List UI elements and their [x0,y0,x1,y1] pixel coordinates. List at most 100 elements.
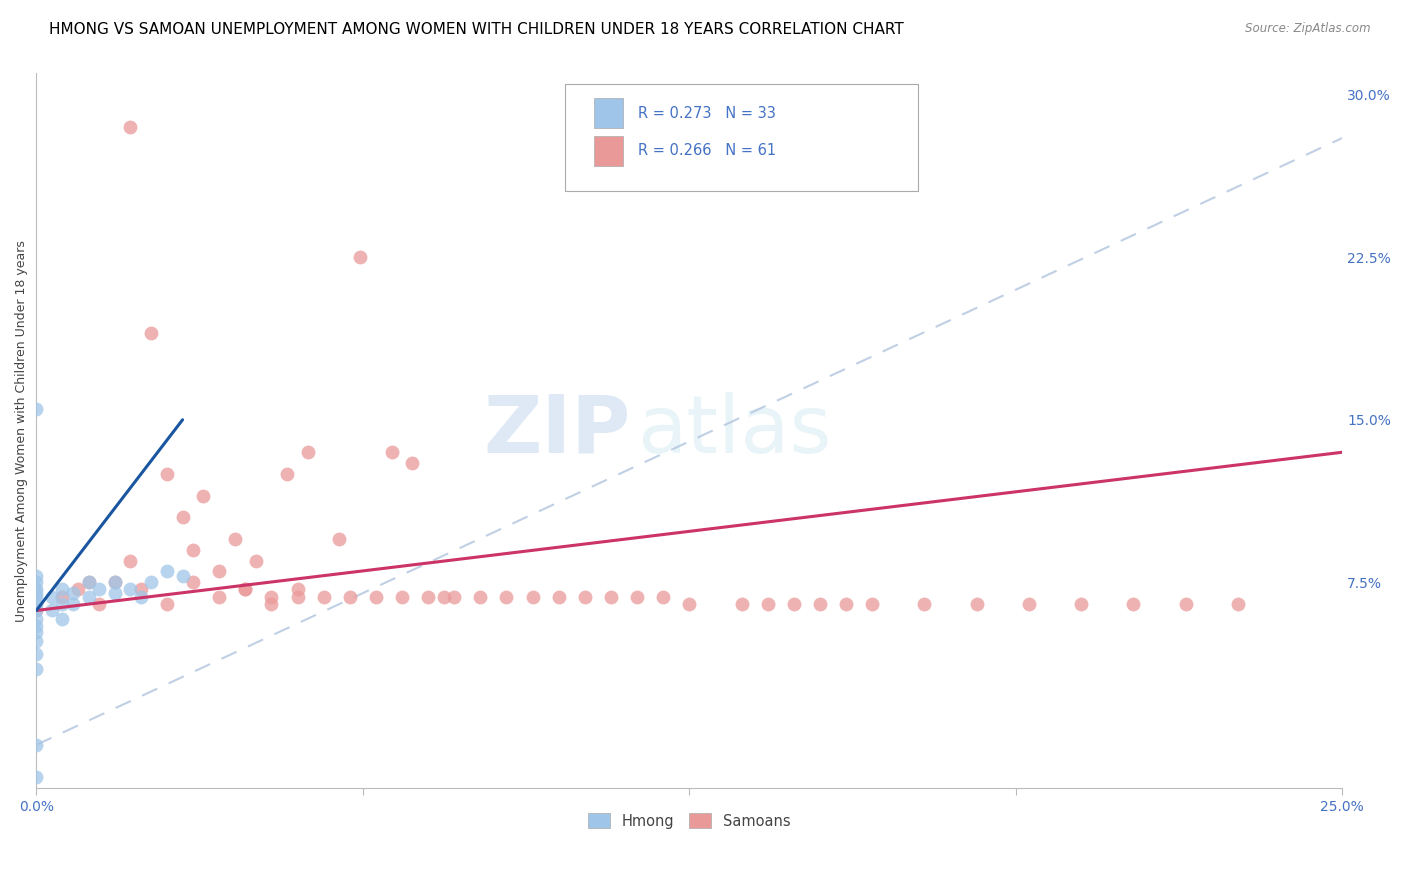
Point [25,582,48,596]
Point [574,591,596,605]
Point [104,586,127,600]
FancyBboxPatch shape [593,136,623,166]
Point [51,597,73,611]
Point [25,586,48,600]
Point [129,582,152,596]
Point [141,575,163,590]
Point [1070,597,1092,611]
Point [391,591,413,605]
Text: HMONG VS SAMOAN UNEMPLOYMENT AMONG WOMEN WITH CHILDREN UNDER 18 YEARS CORRELATIO: HMONG VS SAMOAN UNEMPLOYMENT AMONG WOMEN… [49,22,904,37]
Point [25,591,48,605]
Point [87,582,110,596]
Point [104,575,127,590]
Point [104,575,127,590]
Point [87,597,110,611]
Text: ZIP: ZIP [484,392,630,469]
Point [860,597,883,611]
Point [51,591,73,605]
FancyBboxPatch shape [593,98,623,128]
Point [276,467,298,481]
Point [966,597,988,611]
Point [25,569,48,583]
Point [416,591,439,605]
Point [1018,597,1040,611]
Point [25,401,48,416]
Point [260,591,283,605]
Point [25,662,48,676]
Point [208,565,231,579]
Point [41,603,63,617]
Point [364,591,387,605]
Point [25,738,48,752]
Point [443,591,465,605]
Text: R = 0.266   N = 61: R = 0.266 N = 61 [638,144,776,159]
Point [380,445,402,459]
Point [25,625,48,640]
Point [233,582,256,596]
Point [1174,597,1197,611]
Point [156,467,179,481]
Point [678,597,700,611]
Point [129,591,152,605]
Point [62,586,84,600]
Point [120,553,142,567]
Point [1226,597,1249,611]
Text: Source: ZipAtlas.com: Source: ZipAtlas.com [1246,22,1371,36]
Point [67,582,90,596]
Point [208,591,231,605]
Point [77,575,100,590]
Point [62,597,84,611]
Point [547,591,569,605]
Y-axis label: Unemployment Among Women with Children Under 18 years: Unemployment Among Women with Children U… [15,240,28,622]
Point [156,597,179,611]
Point [181,542,204,557]
Point [297,445,319,459]
Point [339,591,361,605]
Point [77,591,100,605]
Point [433,591,456,605]
Point [626,591,648,605]
Point [120,582,142,596]
Point [328,532,350,546]
Point [287,591,309,605]
Legend: Hmong, Samoans: Hmong, Samoans [582,807,796,835]
Point [912,597,935,611]
Point [730,597,752,611]
Point [120,120,142,135]
Point [25,647,48,661]
Point [25,603,48,617]
Point [25,575,48,590]
Point [401,456,423,470]
Point [156,565,179,579]
Point [245,553,267,567]
Point [25,612,48,626]
Point [312,591,335,605]
Point [25,618,48,632]
Point [1122,597,1144,611]
Point [756,597,779,611]
Point [193,489,215,503]
Point [260,597,283,611]
FancyBboxPatch shape [565,84,918,191]
Point [25,603,48,617]
Point [172,510,194,524]
Point [25,597,48,611]
Point [181,575,204,590]
Point [51,582,73,596]
Point [349,250,371,264]
Point [77,575,100,590]
Point [25,770,48,784]
Point [600,591,623,605]
Point [141,326,163,340]
Point [470,591,492,605]
Point [233,582,256,596]
Point [783,597,806,611]
Point [835,597,858,611]
Point [172,569,194,583]
Text: atlas: atlas [637,392,831,469]
Point [522,591,544,605]
Text: R = 0.273   N = 33: R = 0.273 N = 33 [638,105,776,120]
Point [808,597,831,611]
Point [495,591,517,605]
Point [51,612,73,626]
